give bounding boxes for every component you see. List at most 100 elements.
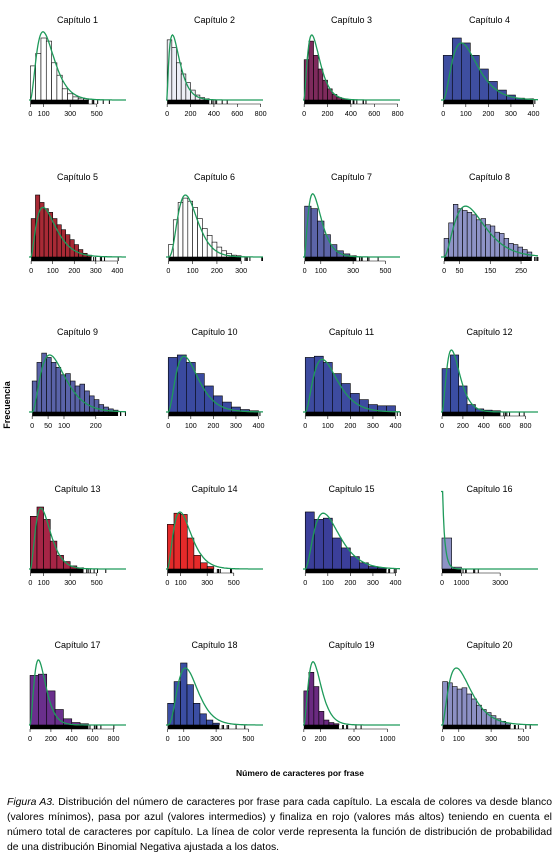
rug-strip [442,725,511,729]
x-tick-label: 1000 [379,734,395,743]
x-tick-label: 100 [185,421,197,430]
x-tick-label: 100 [322,421,334,430]
x-tick-label: 800 [519,421,531,430]
fit-curve [441,490,538,570]
x-tick-label: 100 [175,578,187,587]
rug-tick [97,569,99,573]
fit-curve [29,206,126,258]
rug-tick [513,725,515,729]
fit-curve [303,193,400,258]
rug-tick [100,725,102,729]
rug-tick [226,725,228,729]
x-tick-label: 400 [527,109,539,118]
rug-strip [32,412,119,416]
fit-curve [303,661,400,726]
x-tick-label: 500 [91,109,103,118]
x-tick-label: 0 [441,734,445,743]
x-tick-label: 500 [379,266,391,275]
panel-10: Capítulo 10 0 100 200 300 400 [166,327,264,430]
rug-tick [108,100,110,104]
rug-tick [535,257,537,261]
histogram-bar [318,711,325,726]
fit-curve [166,667,263,726]
x-tick-label: 0 [302,109,306,118]
histogram-bar [212,722,220,726]
rug-tick [529,725,531,729]
rug-tick [462,569,464,573]
x-tick-label: 0 [165,578,169,587]
x-tick-label: 400 [389,578,401,587]
rug-tick [104,257,106,261]
rug-tick [261,257,263,261]
rug-tick [87,569,89,573]
histogram-bar [452,686,458,726]
x-tick-label: 800 [107,734,119,743]
rug-tick [389,569,391,573]
rug-tick [504,412,506,416]
rug-tick [93,100,95,104]
histogram-bar [40,37,47,101]
histogram-bar [479,68,489,101]
rug-tick [395,569,397,573]
rug-tick [353,100,355,104]
rug-tick [342,725,344,729]
x-tick-label: 200 [315,734,327,743]
histogram-bar [61,88,68,101]
rug-tick [223,725,225,729]
rug-tick [534,257,536,261]
histogram-bar [186,684,194,726]
fit-curve [441,667,539,726]
histogram-bar [341,547,351,570]
x-tick-label: 200 [482,109,494,118]
rug-tick [113,725,115,729]
x-tick-label: 300 [90,266,102,275]
rug-tick [537,257,539,261]
histogram-bar [93,399,100,413]
rug-tick [393,569,395,573]
rug-tick [355,725,357,729]
fit-curve [29,659,126,726]
x-tick-label: 0 [303,421,307,430]
x-tick-label: 1000 [453,578,469,587]
x-tick-label: 100 [460,109,472,118]
panel-title: Capítulo 15 [328,484,374,494]
caption-text: Distribución del número de caracteres po… [7,797,552,853]
caption-label: Figura A3. [7,797,55,808]
x-tick-label: 0 [30,421,34,430]
x-tick-label: 400 [478,421,490,430]
histogram-bar [458,385,468,413]
x-tick-label: 0 [441,109,445,118]
rug-strip [303,725,339,729]
rug-tick [534,100,536,104]
histogram-bar [323,719,330,726]
rug-tick [244,725,246,729]
rug-tick [216,569,218,573]
panel-15: Capítulo 15 0 100 200 300 400 [303,484,401,587]
x-tick-label: 100 [315,266,327,275]
rug-strip [305,569,387,573]
fit-curve [166,355,263,413]
histogram-bar [98,404,105,413]
fit-curve [441,42,538,101]
rug-tick [360,257,362,261]
rug-strip [305,412,396,416]
histogram-bar [43,208,49,258]
x-tick-label: 100 [322,578,334,587]
histogram-bar [461,687,468,726]
x-tick-label: 300 [64,578,76,587]
histogram-bar [304,357,315,413]
rug-tick [388,569,390,573]
x-tick-label: 800 [392,109,404,118]
fit-curve [29,31,126,101]
panel-title: Capítulo 19 [328,640,374,650]
rug-tick [89,569,91,573]
histogram-bar [313,355,324,413]
rug-tick [356,100,358,104]
panel-title: Capítulo 6 [194,172,235,182]
x-tick-label: 0 [166,266,170,275]
rug-tick [235,725,237,729]
panel-9: Capítulo 9 0 50 100 200 [29,327,126,430]
histogram-bar [462,210,468,258]
x-tick-label: 100 [38,109,50,118]
x-tick-label: 0 [440,578,444,587]
